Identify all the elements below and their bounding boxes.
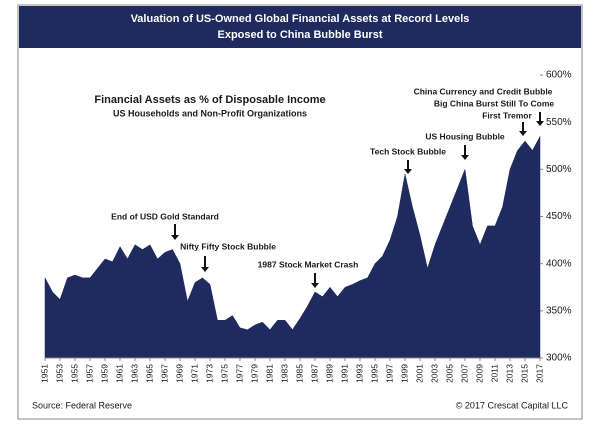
x-tick-label: 2009: [474, 364, 484, 383]
credit: © 2017 Crescat Capital LLC: [456, 400, 569, 410]
x-tick-label: 2015: [519, 364, 529, 383]
x-tick-label: 2017: [534, 364, 544, 383]
x-tick-label: 1989: [324, 364, 334, 383]
x-tick-label: 1975: [219, 364, 229, 383]
x-tick-label: 2005: [444, 364, 454, 383]
subtitle: Financial Assets as % of Disposable Inco…: [94, 94, 325, 106]
area: [44, 136, 541, 359]
x-tick-label: 1963: [129, 364, 139, 383]
annotation: End of USD Gold Standard: [111, 211, 219, 221]
title-banner: [19, 6, 581, 48]
x-tick-label: 1997: [384, 364, 394, 383]
annotation: Nifty Fifty Stock Bubble: [180, 241, 276, 251]
x-tick-label: 1983: [279, 364, 289, 383]
arrow-head: [171, 235, 179, 240]
x-tick-label: 1969: [174, 364, 184, 383]
y-tick-label: 500%: [546, 164, 572, 175]
frame: [17, 4, 583, 420]
x-tick-label: 1987: [309, 364, 319, 383]
subtitle: US Households and Non-Profit Organizatio…: [113, 108, 307, 118]
arrow-head: [201, 267, 209, 272]
arrow-head: [519, 131, 527, 136]
x-tick-label: 1951: [39, 364, 49, 383]
chart-title: Exposed to China Bubble Burst: [217, 29, 382, 41]
x-tick-label: 1995: [369, 364, 379, 383]
x-tick-label: 1991: [339, 364, 349, 383]
x-tick-label: 2007: [459, 364, 469, 383]
x-tick-label: 1965: [144, 364, 154, 383]
y-tick-label: 350%: [546, 305, 572, 316]
annotation: China Currency and Credit Bubble: [414, 86, 553, 96]
arrow-head: [461, 155, 469, 160]
x-tick-label: 1973: [204, 364, 214, 383]
x-tick-label: 1959: [99, 364, 109, 383]
x-tick-label: 1961: [114, 364, 124, 383]
x-tick-label: 2013: [504, 364, 514, 383]
x-tick-label: 1985: [294, 364, 304, 383]
x-tick-label: 2011: [489, 364, 499, 383]
x-tick-label: 1977: [234, 364, 244, 383]
x-tick-label: 1981: [264, 364, 274, 383]
annotation: US Housing Bubble: [425, 131, 505, 141]
x-tick-label: 1971: [189, 364, 199, 383]
x-tick-label: 2003: [429, 364, 439, 383]
x-tick-label: 1955: [69, 364, 79, 383]
x-tick-label: 1999: [399, 364, 409, 383]
y-tick-label: 550%: [546, 117, 572, 128]
source: Source: Federal Reserve: [32, 400, 132, 410]
annotation: Tech Stock Bubble: [370, 146, 446, 156]
y-tick-label: 600%: [546, 70, 572, 81]
chart-title: Valuation of US-Owned Global Financial A…: [131, 13, 470, 25]
arrow-head: [311, 283, 319, 288]
x-tick-label: 2001: [414, 364, 424, 383]
x-tick-label: 1993: [354, 364, 364, 383]
y-tick-label: 400%: [546, 258, 572, 269]
annotation: First Tremor: [482, 110, 532, 120]
annotation: 1987 Stock Market Crash: [258, 259, 359, 269]
arrow-head: [536, 121, 544, 126]
y-tick-label: 300%: [546, 353, 572, 364]
x-tick-label: 1957: [84, 364, 94, 383]
annotation: Big China Burst Still To Come: [434, 98, 555, 108]
arrow-head: [404, 169, 412, 174]
y-tick-label: 450%: [546, 211, 572, 222]
x-tick-label: 1967: [159, 364, 169, 383]
x-tick-label: 1979: [249, 364, 259, 383]
x-tick-label: 1953: [54, 364, 64, 383]
